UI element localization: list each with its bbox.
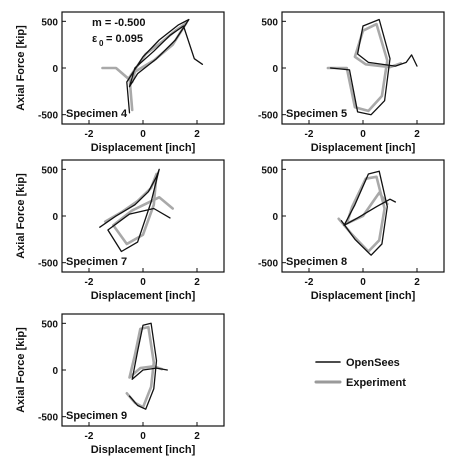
- chart-panel: -2 0 2 -500 0 500 Displacement [inch] Specimen …: [258, 11, 445, 154]
- x-axis-label: Displacement [inch]: [91, 444, 196, 456]
- x-tick-label: 0: [360, 129, 366, 140]
- y-tick-label: -500: [38, 259, 58, 270]
- chart-panel: -2 0 2 -500 0 500 Displacement [inch] Axial For…: [15, 11, 225, 154]
- y-tick-label: 0: [272, 64, 278, 75]
- legend-label: Experiment: [346, 377, 406, 389]
- legend-label: OpenSees: [346, 357, 400, 369]
- annotation-eps-symbol: ε: [92, 33, 98, 45]
- x-tick-label: 0: [140, 277, 146, 288]
- specimen-label: Specimen 4: [66, 108, 128, 120]
- y-tick-label: 500: [261, 17, 278, 28]
- chart-panel: -2 0 2 -500 0 500 Displacement [inch] Axial For…: [15, 159, 225, 302]
- y-tick-label: 500: [261, 165, 278, 176]
- y-axis-label: Axial Force [kip]: [15, 25, 27, 111]
- x-tick-label: 2: [414, 277, 420, 288]
- opensees-series-line: [126, 18, 204, 114]
- y-tick-label: 0: [52, 366, 58, 377]
- x-tick-label: -2: [305, 277, 314, 288]
- x-axis-label: Displacement [inch]: [311, 290, 416, 302]
- chart-panel: -2 0 2 -500 0 500 Displacement [inch] Specimen …: [258, 159, 445, 302]
- opensees-series-line: [128, 322, 168, 410]
- experiment-series-line: [125, 325, 164, 409]
- y-tick-label: 500: [41, 165, 58, 176]
- y-axis-label: Axial Force [kip]: [15, 173, 27, 259]
- y-tick-label: -500: [258, 259, 278, 270]
- opensees-series-line: [340, 170, 397, 256]
- specimen-label: Specimen 7: [66, 256, 127, 268]
- y-tick-label: -500: [38, 111, 58, 122]
- experiment-series-line: [337, 175, 389, 253]
- y-tick-label: 0: [272, 212, 278, 223]
- annotation-eps-sub: 0: [99, 39, 104, 48]
- x-tick-label: 2: [194, 129, 200, 140]
- x-axis-label: Displacement [inch]: [311, 142, 416, 154]
- specimen-label: Specimen 5: [286, 108, 347, 120]
- specimen-label: Specimen 8: [286, 256, 347, 268]
- x-axis-label: Displacement [inch]: [91, 142, 196, 154]
- specimen-label: Specimen 9: [66, 410, 127, 422]
- x-tick-label: 2: [194, 277, 200, 288]
- x-tick-label: -2: [85, 431, 94, 442]
- x-tick-label: 0: [360, 277, 366, 288]
- experiment-series-line: [326, 22, 403, 113]
- chart-panel: -2 0 2 -500 0 500 Displacement [inch] Axial For…: [15, 313, 225, 456]
- x-tick-label: -2: [305, 129, 314, 140]
- y-tick-label: 500: [41, 319, 58, 330]
- x-tick-label: 0: [140, 129, 146, 140]
- experiment-series-line: [103, 172, 174, 246]
- x-tick-label: 0: [140, 431, 146, 442]
- y-tick-label: 500: [41, 17, 58, 28]
- y-tick-label: 0: [52, 212, 58, 223]
- x-tick-label: 2: [194, 431, 200, 442]
- y-axis-label: Axial Force [kip]: [15, 327, 27, 413]
- x-tick-label: 2: [414, 129, 420, 140]
- annotation-m: m = -0.500: [92, 17, 146, 29]
- x-axis-label: Displacement [inch]: [91, 290, 196, 302]
- legend: OpenSees Experiment: [314, 357, 406, 389]
- x-tick-label: -2: [85, 277, 94, 288]
- annotation-eps-value: = 0.095: [106, 33, 143, 45]
- y-tick-label: -500: [258, 111, 278, 122]
- x-tick-label: -2: [85, 129, 94, 140]
- opensees-series-line: [329, 18, 418, 116]
- y-tick-label: -500: [38, 413, 58, 424]
- opensees-series-line: [99, 168, 171, 253]
- y-tick-label: 0: [52, 64, 58, 75]
